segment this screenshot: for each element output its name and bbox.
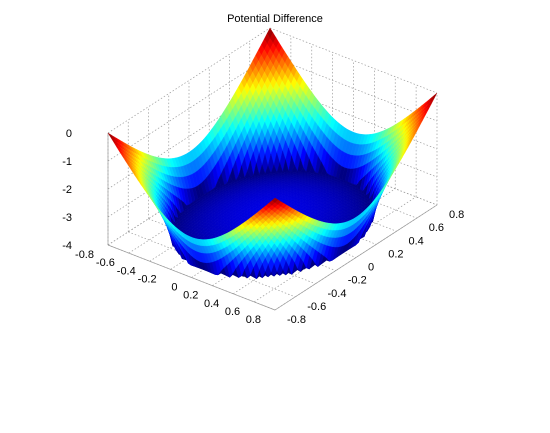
chart-title: Potential Difference	[227, 13, 323, 25]
wall-grid-line	[107, 55, 271, 162]
box-edge	[274, 204, 438, 311]
floor-grid-line	[128, 147, 292, 254]
floor-grid-line	[253, 196, 417, 303]
y-tick-label: -0.8	[287, 314, 306, 326]
x-tick-label: -0.8	[75, 249, 94, 261]
x-tick-label: -0.6	[96, 257, 115, 269]
surface-mesh	[107, 27, 438, 280]
box-edge	[107, 244, 276, 311]
y-tick-label: -0.6	[307, 301, 326, 313]
y-tick-label: 0.4	[409, 235, 424, 247]
y-tick-label: 0.2	[388, 248, 403, 260]
wall-grid-line	[107, 27, 271, 134]
z-tick-label: -1	[62, 156, 72, 168]
x-tick-label: 0.2	[183, 290, 198, 302]
x-tick-label: 0.6	[225, 306, 240, 318]
z-tick-label: -4	[62, 240, 72, 252]
y-tick-label: -0.4	[328, 288, 347, 300]
y-tick-label: 0.8	[449, 209, 464, 221]
surface-cell	[271, 197, 279, 203]
z-tick-label: 0	[66, 128, 72, 140]
x-tick-label: -0.2	[138, 273, 157, 285]
z-tick-label: -2	[62, 184, 72, 196]
y-tick-label: 0.6	[429, 222, 444, 234]
axis-ticks: -4-3-2-10-0.8-0.6-0.4-0.200.20.40.60.8 -0…	[62, 128, 464, 326]
x-tick-label: 0	[171, 282, 177, 294]
y-tick-label: -0.2	[348, 275, 367, 287]
x-tick-label: 0.8	[246, 314, 261, 326]
wall-grid-line	[107, 139, 271, 246]
wall-grid-line	[107, 111, 271, 218]
y-tick-label: 0	[368, 262, 374, 274]
x-tick-label: -0.4	[117, 265, 136, 277]
x-tick-label: 0.4	[204, 298, 219, 310]
z-tick-label: -3	[62, 212, 72, 224]
